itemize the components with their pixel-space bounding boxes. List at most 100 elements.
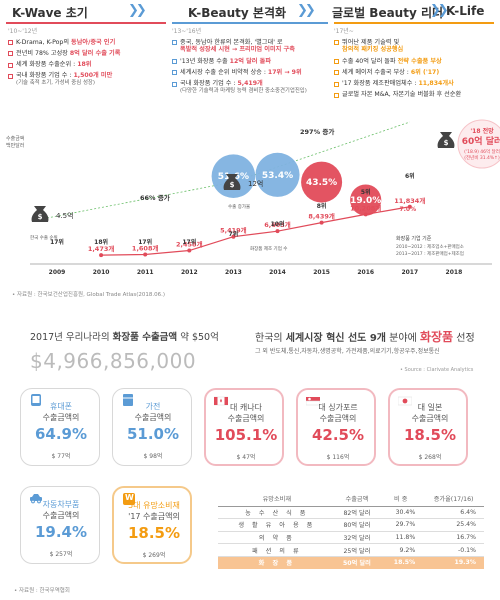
bullet-text: 세계 메이저 수출국 부상 : — [342, 68, 411, 76]
x-tick-label: 2010 — [93, 269, 110, 276]
rate-series-label: 수출 증가율 — [228, 203, 250, 210]
rank-label: 17위 — [138, 238, 152, 246]
forecast-note: (전년비 31.4%↑) — [464, 154, 500, 161]
card-percent: 64.9% — [34, 425, 88, 443]
money-bag-symbol: $ — [230, 181, 235, 189]
title-highlight: 세계시장 혁신 선도 9개 — [285, 333, 386, 344]
firms-point — [99, 253, 104, 258]
card-percent: 18.5% — [403, 426, 457, 444]
list-item: 전년비 78% 고성장 8억 달러 수출 기록 — [8, 50, 168, 58]
card-subtitle: 수출금액의 — [411, 414, 449, 423]
list-item: 뛰어난 제품 기술력 및 참의적 패키징 성공행심 — [334, 39, 496, 55]
rank-label: 17위 — [182, 238, 196, 246]
card-percent: 18.5% — [127, 524, 181, 542]
card-percent: 19.4% — [34, 523, 88, 541]
card-title: 대 일본 — [417, 403, 443, 412]
phase-1-details: '10~'12년 K-Drama, K-Pop의 동남아/중국 인기 전년비 7… — [8, 28, 168, 90]
period-label: '10~'12년 — [8, 28, 38, 35]
singapore-flag-icon — [306, 397, 320, 406]
growth-rate-bubble — [301, 161, 343, 203]
money-bag-icon — [31, 206, 49, 222]
table-cell: 25.4% — [423, 518, 484, 532]
bullet-highlight: 참의적 패키징 성공행심 — [342, 46, 404, 54]
bullet-icon — [334, 70, 339, 76]
badge-label: W — [125, 493, 134, 502]
table-cell: -0.1% — [423, 543, 484, 557]
rank-label: 8위 — [317, 202, 327, 210]
table-cell: 25억 달러 — [335, 543, 379, 557]
title-highlight: 화장품 — [419, 330, 454, 344]
bullet-highlight: 11,834개사 — [418, 80, 454, 87]
bullet-text: 뛰어난 제품 기술력 및 — [342, 38, 400, 46]
money-bag-symbol: $ — [444, 139, 449, 147]
legend-note-title: 화장품 기업 기준 — [396, 235, 432, 242]
source-note: • 자료원 : 한국무역협회 — [14, 588, 70, 594]
list-item: 세계 메이저 수출국 부상 : 6위 ('17) — [334, 69, 496, 77]
card-subtitle: 수출금액의 — [42, 413, 80, 422]
list-item: '17 화장품 제조판매업체수 : 11,834개사 — [334, 80, 496, 88]
comparison-card-appliance: 가전 수출금액의 51.0% $ 98억 — [112, 388, 192, 466]
card-title: 대 캐나다 — [230, 403, 262, 412]
table-cell: 패 션 의 류 — [218, 543, 336, 557]
phase-3-title: 글로벌 Beauty 리더 — [332, 6, 444, 20]
bullet-icon — [172, 81, 177, 87]
table-row: 패 션 의 류 25억 달러 9.2% -0.1% — [218, 543, 484, 557]
bullet-icon — [8, 62, 13, 68]
table-cell: 16.7% — [423, 531, 484, 545]
bullet-icon — [8, 51, 13, 57]
table-cell: 82억 달러 — [335, 506, 379, 520]
card-title: 대 싱가포르 — [318, 403, 358, 412]
firms-point — [275, 229, 280, 234]
export-chart: 2009 2010 2011 2012 2013 2014 2015 2016 2017 2018… — [6, 119, 500, 276]
table-header: 증가율(17/16) — [423, 491, 484, 507]
table-cell: 생 활 유 아 용 품 — [218, 518, 336, 532]
card-amount: $ 268억 — [418, 454, 442, 461]
chevron-right-icon: ❯❯ — [430, 3, 449, 18]
table-cell: 6.4% — [423, 506, 484, 520]
bullet-note: (기술 축적 초기, 가성비 중심 성장) — [16, 80, 95, 86]
card-title: 휴대폰 — [49, 402, 73, 411]
comparison-card-canada: 대 캐나다 수출금액의 105.1% $ 47억 — [204, 388, 284, 466]
forecast-value: 60억 달러 — [462, 135, 500, 147]
growth-rate-label: 53.4% — [262, 171, 293, 181]
table-cell: 의 약 품 — [218, 531, 336, 545]
firms-data-label: 11,834개 — [394, 196, 425, 205]
chevron-right-icon: ❯❯ — [297, 3, 316, 18]
table-header: 수출금액 — [335, 491, 379, 507]
won-badge-icon — [123, 493, 135, 505]
x-tick-label: 2018 — [446, 269, 463, 276]
rank-label: 6위 — [405, 172, 415, 180]
firms-data-label: 8,439개 — [308, 212, 335, 221]
card-title: 5대 유망소비재 — [128, 501, 180, 510]
firms-point — [407, 204, 412, 209]
firms-data-label: 1,608개 — [132, 243, 159, 252]
innovation-title: 한국의 세계시장 혁신 선도 9개 분야에 화장품 선정 — [255, 328, 475, 345]
bullet-highlight: 12억 달러 돌파 — [229, 57, 272, 65]
card-percent: 105.1% — [214, 426, 278, 444]
bullet-highlight: 폭발적 성장세 시현 → 프리미엄 이미지 구축 — [180, 46, 295, 54]
table-header-row: 유망소비재 수출금액 비 중 증가율(17/16) — [218, 491, 484, 507]
money-bag-icon — [223, 174, 241, 190]
bullet-icon — [172, 59, 177, 64]
bullet-highlight: 18위 — [77, 61, 92, 68]
x-tick-label: 2009 — [49, 269, 66, 276]
card-percent: 51.0% — [126, 425, 180, 443]
firms-data-label: 2,458개 — [176, 240, 203, 249]
phase-1-underline — [6, 22, 166, 24]
bullet-highlight: 8억 달러 수출 기록 — [69, 49, 121, 57]
forecast-badge — [457, 119, 500, 169]
bullet-text: K-Drama, K-Pop의 — [16, 38, 72, 46]
japan-flag-icon — [398, 396, 412, 406]
table-row: 농 수 산 식 품 82억 달러 30.4% 6.4% — [218, 506, 484, 520]
bullet-icon — [334, 92, 339, 98]
title-text: 2017년 우리나라의 — [30, 332, 113, 343]
comparison-card-consumer-goods: W 5대 유망소비재 '17 수출금액의 18.5% $ 269억 — [112, 486, 192, 564]
y-axis-label: 수출금액 — [6, 135, 25, 142]
table-cell: 32억 달러 — [335, 531, 379, 545]
firms-point — [231, 234, 236, 239]
card-amount: $ 257억 — [49, 551, 73, 558]
title-text: 분야에 — [385, 333, 420, 344]
card-subtitle: 수출금액의 — [319, 414, 357, 423]
money-bag-icon — [437, 132, 455, 148]
consumer-goods-table: 유망소비재 수출금액 비 중 증가율(17/16) 농 수 산 식 품 82억 … — [218, 491, 484, 569]
